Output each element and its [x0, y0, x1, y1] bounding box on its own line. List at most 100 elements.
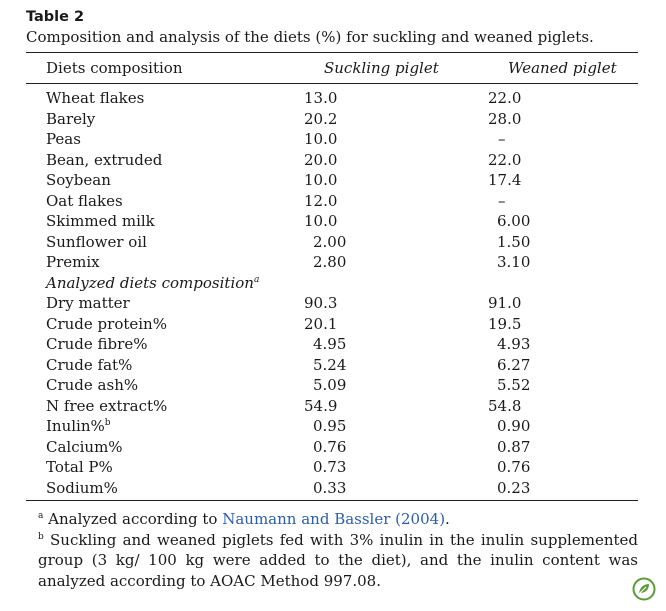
row-label: Wheat flakes	[46, 89, 145, 107]
table-row: Crude ash% 5.09 5.52	[26, 375, 638, 396]
table-row: Total P% 0.73 0.76	[26, 457, 638, 478]
weaned-value-cell: 0.87	[488, 437, 530, 458]
suckling-value-cell: 20.2	[304, 109, 488, 130]
row-label: Soybean	[46, 171, 111, 189]
table-row: Bean, extruded 20.0 22.0	[26, 150, 638, 171]
weaned-value: 0.23	[497, 478, 531, 497]
footnote-a-citation-link[interactable]: Naumann and Bassler (2004)	[222, 510, 446, 528]
row-label-cell: Premix	[26, 252, 304, 273]
table-container: Table 2 Composition and analysis of the …	[26, 8, 638, 591]
table-row: Soybean 10.0 17.4	[26, 170, 638, 191]
table-row: Wheat flakes 13.0 22.0	[26, 88, 638, 109]
row-label: Crude fibre%	[46, 335, 148, 353]
table-header-row: Diets composition Suckling piglet Weaned…	[26, 53, 638, 83]
table-label: Table 2	[26, 9, 85, 25]
row-label-cell: Sodium%	[26, 478, 304, 499]
weaned-value: –	[498, 130, 506, 148]
suckling-value: 5.24	[313, 355, 347, 374]
row-label-cell: Crude ash%	[26, 375, 304, 396]
weaned-value-cell: 22.0	[488, 150, 521, 171]
suckling-value: 10.0	[304, 212, 338, 230]
column-header-diets: Diets composition	[46, 59, 183, 77]
row-label-cell: Skimmed milk	[26, 211, 304, 232]
suckling-value: 20.1	[304, 314, 338, 333]
row-label-cell: Crude fibre%	[26, 334, 304, 355]
table-row: Peas 10.0 –	[26, 129, 638, 150]
weaned-value: 54.8	[488, 396, 522, 415]
footnote-b: b Suckling and weaned piglets fed with 3…	[26, 530, 638, 592]
weaned-value-cell: 54.8	[488, 396, 521, 417]
weaned-value-cell: 17.4	[488, 170, 521, 191]
suckling-value-cell: 13.0	[304, 88, 488, 109]
suckling-value: 0.73	[313, 458, 347, 476]
weaned-value-cell: 0.76	[488, 457, 530, 478]
suckling-value-cell: 10.0	[304, 211, 488, 232]
suckling-value: 4.95	[313, 335, 347, 353]
suckling-value: 0.95	[313, 417, 347, 435]
row-label: Total P%	[46, 458, 113, 476]
weaned-value: –	[498, 191, 506, 210]
suckling-value-cell: 10.0	[304, 170, 488, 191]
suckling-value-cell: 2.80	[304, 252, 488, 273]
weaned-value-cell: 0.90	[488, 416, 530, 437]
table-row: Oat flakes 12.0 –	[26, 191, 638, 212]
row-label-cell: Crude protein%	[26, 314, 304, 335]
row-label-cell: Soybean	[26, 170, 304, 191]
weaned-value: 4.93	[497, 335, 531, 353]
row-label-cell: Total P%	[26, 457, 304, 478]
footnote-b-mark: b	[38, 531, 44, 542]
suckling-value: 10.0	[304, 130, 338, 148]
row-label: Barely	[46, 109, 96, 128]
table-top-rule	[26, 52, 638, 53]
analyzed-rows-group: Dry matter 90.3 91.0 Crude protein% 20.1 19.5…	[26, 293, 638, 498]
weaned-value: 22.0	[488, 89, 522, 107]
weaned-value-cell: 91.0	[488, 293, 521, 314]
table-footnotes: a Analyzed according to Naumann and Bass…	[26, 509, 638, 591]
row-label-cell: Oat flakes	[26, 191, 304, 212]
table-row: Crude fat% 5.24 6.27	[26, 355, 638, 376]
row-label-cell: Dry matter	[26, 293, 304, 314]
row-label-cell: Bean, extruded	[26, 150, 304, 171]
table-row: Calcium% 0.76 0.87	[26, 437, 638, 458]
row-label-cell: Sunflower oil	[26, 232, 304, 253]
table-row: Premix 2.80 3.10	[26, 252, 638, 273]
weaned-value: 22.0	[488, 150, 522, 169]
row-label: Crude fat%	[46, 355, 133, 374]
footnote-a: a Analyzed according to Naumann and Bass…	[26, 509, 638, 530]
table-caption: Composition and analysis of the diets (%…	[26, 28, 594, 46]
weaned-value-cell: 28.0	[488, 109, 521, 130]
diet-rows-group: Wheat flakes 13.0 22.0 Barely 20.2 28.0 Peas 10…	[26, 88, 638, 273]
weaned-value: 0.76	[497, 458, 531, 476]
footnote-a-mark: a	[38, 511, 44, 521]
section-heading-label: Analyzed diets composition	[46, 273, 254, 292]
weaned-value: 0.87	[497, 437, 531, 456]
row-label-cell: Peas	[26, 129, 304, 150]
row-label: Calcium%	[46, 437, 123, 456]
suckling-value-cell: 20.0	[304, 150, 488, 171]
suckling-value-cell: 10.0	[304, 129, 488, 150]
row-label: N free extract%	[46, 396, 168, 415]
weaned-value: 5.52	[497, 376, 531, 394]
section-heading: Analyzed diets compositiona	[26, 273, 638, 294]
weaned-value-cell: 0.23	[488, 478, 530, 499]
row-label: Sodium%	[46, 478, 118, 497]
elsevier-leaf-icon[interactable]	[632, 577, 656, 601]
suckling-value-cell: 2.00	[304, 232, 488, 253]
weaned-value-cell: 1.50	[488, 232, 530, 253]
table-row: Dry matter 90.3 91.0	[26, 293, 638, 314]
row-label-cell: Barely	[26, 109, 304, 130]
weaned-value: 1.50	[497, 232, 531, 251]
weaned-value-cell: 6.00	[488, 211, 530, 232]
weaned-value-cell: 6.27	[488, 355, 530, 376]
weaned-value-cell: 3.10	[488, 252, 530, 273]
table-bottom-rule	[26, 500, 638, 501]
footnote-a-text: Analyzed according to	[48, 510, 218, 528]
suckling-value-cell: 0.95	[304, 416, 488, 437]
suckling-value-cell: 12.0	[304, 191, 488, 212]
row-label-cell: Wheat flakes	[26, 88, 304, 109]
suckling-value-cell: 0.73	[304, 457, 488, 478]
suckling-value: 5.09	[313, 376, 347, 394]
suckling-value: 13.0	[304, 89, 338, 107]
weaned-value-cell: –	[488, 129, 506, 150]
row-label: Bean, extruded	[46, 150, 163, 169]
